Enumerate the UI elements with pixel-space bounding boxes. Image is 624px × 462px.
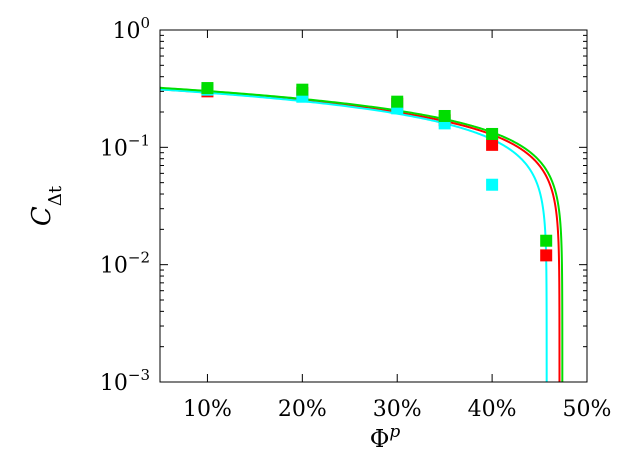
y-tick-labels: 10−3 10−2 10−1 100 xyxy=(100,14,150,396)
fit-curves xyxy=(160,86,564,382)
x-tick-labels: 10% 20% 30% 40% 50% xyxy=(183,397,611,422)
data-point-2-1 xyxy=(296,83,309,96)
data-points xyxy=(201,82,553,262)
x-tick-label: 30% xyxy=(373,397,422,422)
data-point-2-2 xyxy=(391,95,404,108)
y-tick-label: 10−3 xyxy=(100,366,150,396)
x-tick-label: 10% xyxy=(183,397,232,422)
data-point-2-0 xyxy=(201,82,214,95)
y-tick-label: 10−1 xyxy=(100,131,150,161)
y-tick-label: 10−2 xyxy=(100,249,150,279)
x-tick-label: 50% xyxy=(563,397,612,422)
data-point-2-4 xyxy=(486,127,499,140)
data-point-2-5 xyxy=(540,234,553,247)
data-point-1-4 xyxy=(486,178,499,191)
axis-ticks xyxy=(160,29,588,383)
plot-frame xyxy=(159,29,588,383)
x-tick-label: 20% xyxy=(278,397,327,422)
y-axis-label: CΔt xyxy=(27,185,66,226)
x-tick-label: 40% xyxy=(468,397,517,422)
data-point-0-4 xyxy=(486,138,499,151)
y-tick-label: 100 xyxy=(112,14,150,44)
data-point-0-5 xyxy=(540,249,553,262)
data-point-2-3 xyxy=(438,109,451,122)
fit-curve-0 xyxy=(160,88,561,382)
fit-curve-2 xyxy=(160,86,564,382)
x-axis-label: Φp xyxy=(370,422,401,453)
